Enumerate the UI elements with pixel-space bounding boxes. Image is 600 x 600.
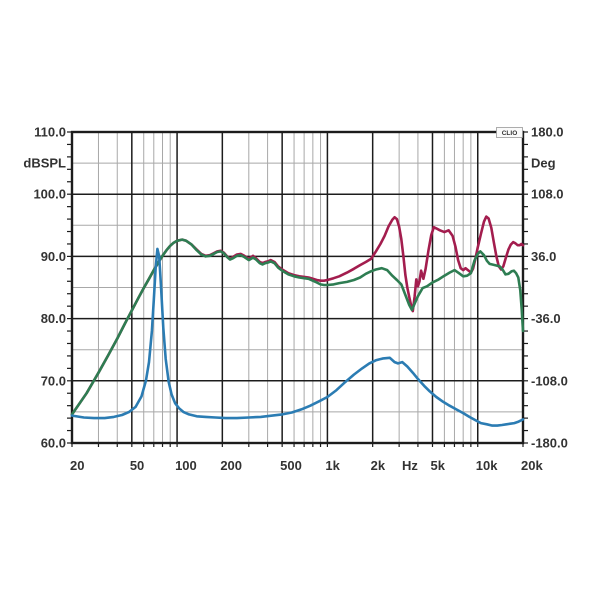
y-axis-tick-label: 90.0 [41,249,66,264]
x-axis-tick-label: 100 [175,458,197,473]
x-axis-tick-label: 5k [430,458,445,473]
x-axis-unit-label: Hz [402,458,418,473]
clio-watermark-text: CLIO [502,130,518,137]
plot-border [70,130,525,445]
response-curve-red [70,215,525,416]
y-axis-tick-label: 80.0 [41,311,66,326]
x-axis-tick-label: 20k [521,458,543,473]
phase-axis-tick-label: 108.0 [531,187,564,202]
phase-axis-tick-label: 36.0 [531,249,556,264]
y-axis-tick-label: 110.0 [34,125,66,140]
impedance-phase-curve-blue [70,247,525,427]
clio-watermark-box [496,127,523,138]
x-axis-tick-label: 500 [280,458,302,473]
phase-axis-tick-label: -36.0 [531,311,561,326]
y-axis-tick-label: 70.0 [41,373,66,388]
y-axis-unit-label: dBSPL [23,156,66,171]
y-axis-tick-label: 100.0 [33,187,66,202]
response-curve-green [70,238,525,416]
phase-axis-tick-label: 180.0 [531,125,564,140]
phase-axis-tick-label: -108.0 [531,373,568,388]
x-axis-tick-label: 1k [325,458,340,473]
phase-axis-unit-label: Deg [531,156,556,171]
y-axis-tick-label: 60.0 [41,436,66,451]
x-axis-tick-label: 200 [220,458,242,473]
x-axis-tick-label: 10k [476,458,498,473]
phase-axis-tick-label: -180.0 [531,436,568,451]
x-axis-tick-label: 50 [130,458,144,473]
x-axis-tick-label: 20 [70,458,84,473]
x-axis-tick-label: 2k [371,458,386,473]
